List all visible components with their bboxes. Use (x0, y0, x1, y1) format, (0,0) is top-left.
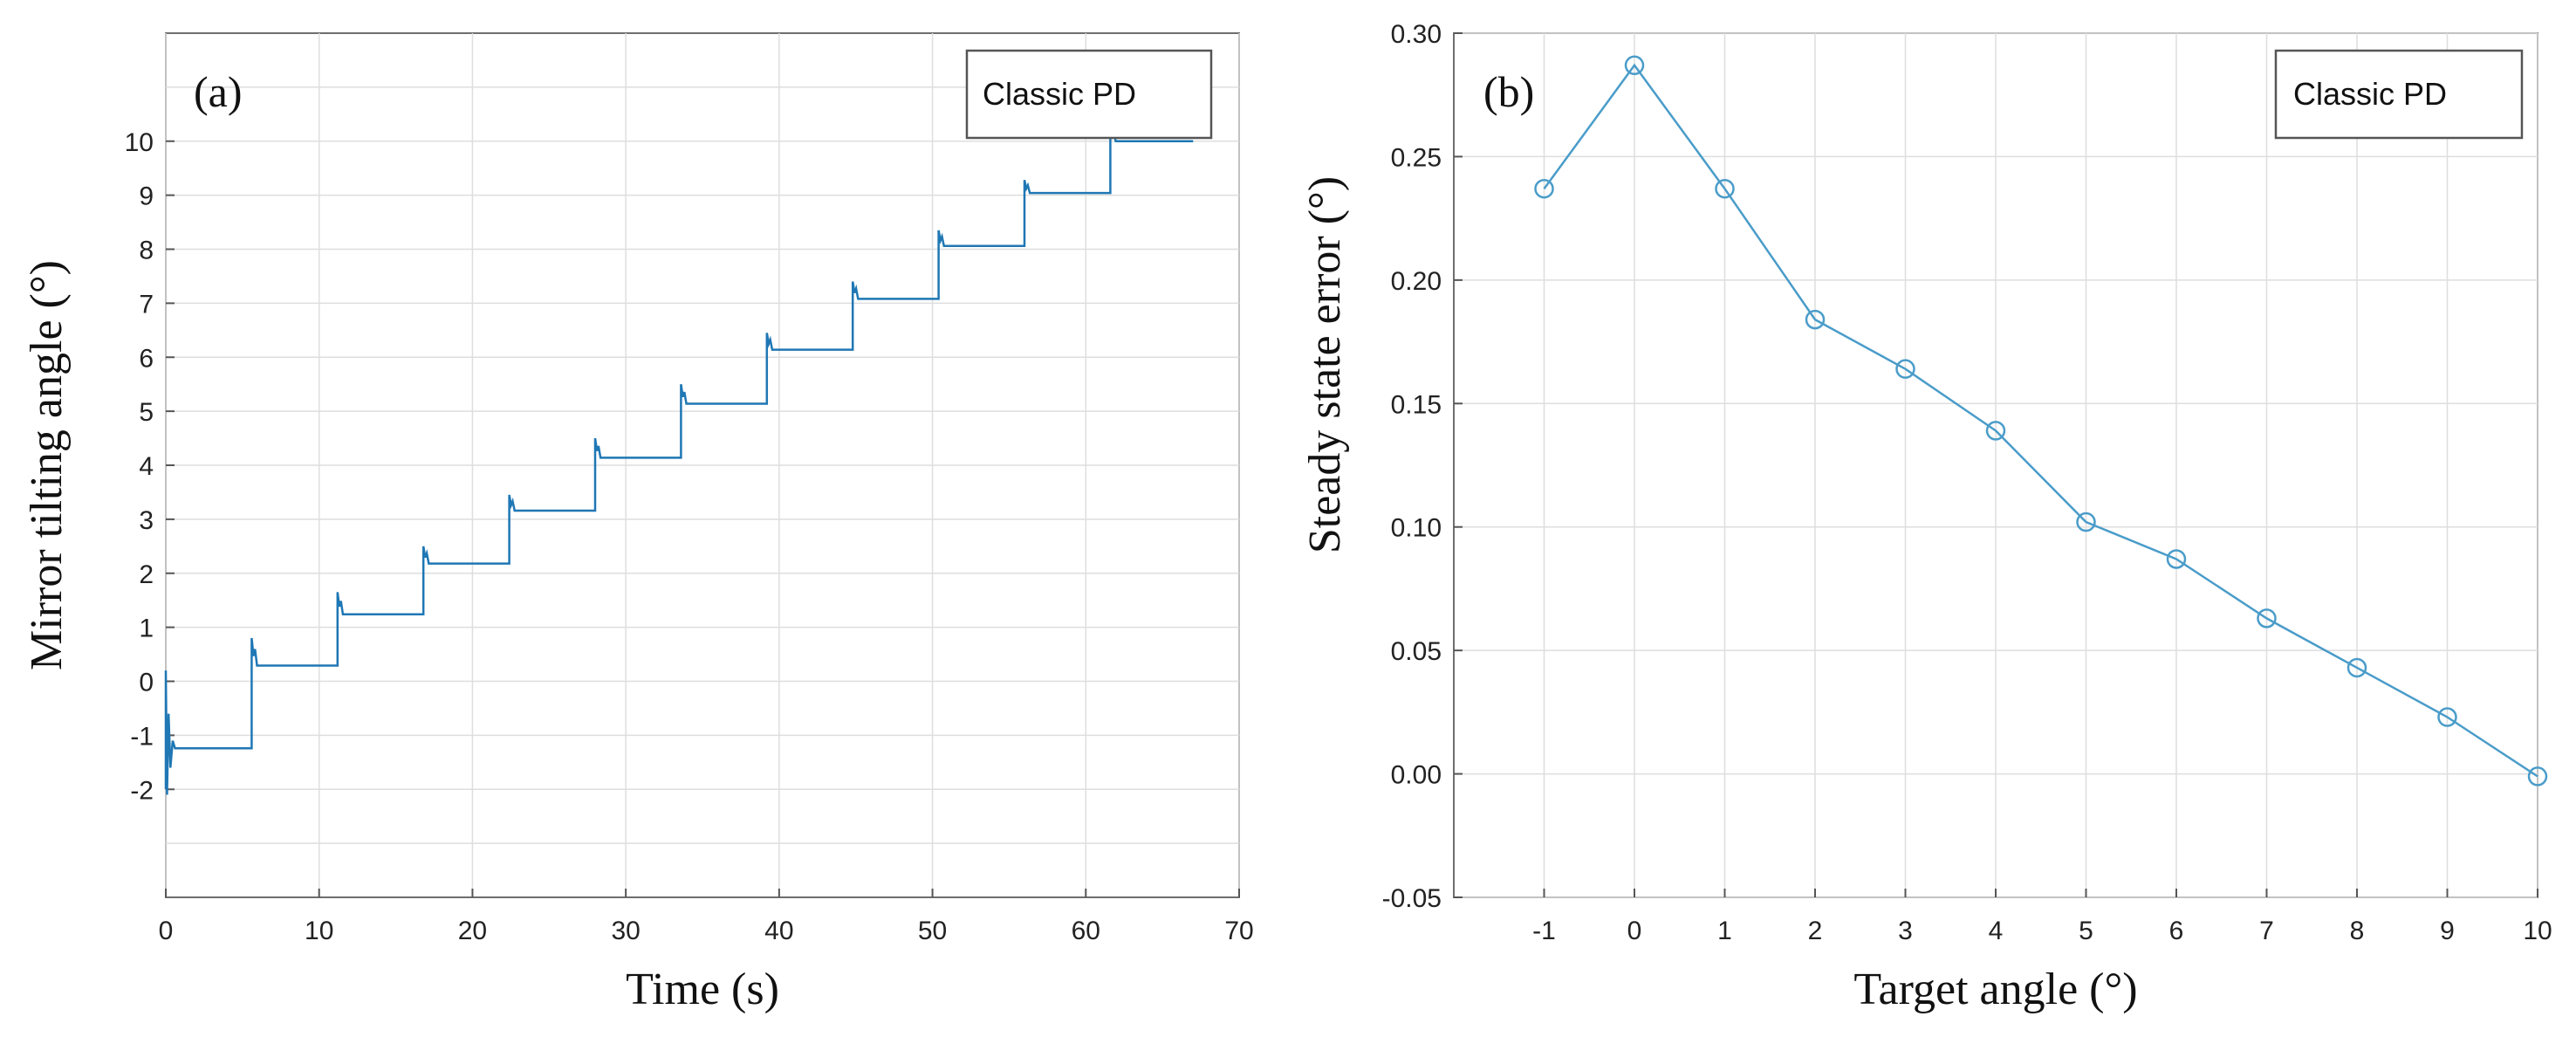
x-tick-label: 9 (2440, 917, 2455, 945)
data-point (2257, 608, 2277, 628)
data-point (2437, 707, 2457, 727)
data-point (2076, 512, 2096, 532)
data-point (1624, 55, 1645, 76)
x-tick-label: 2 (1808, 917, 1823, 945)
y-tick-label: 0.20 (1391, 267, 1442, 296)
x-tick-label: 3 (1898, 917, 1913, 945)
y-tick-label: 0.15 (1391, 390, 1442, 419)
x-tick-label: 5 (2079, 917, 2093, 945)
x-ticks-a: 0 10 20 30 40 50 60 70 (159, 889, 1254, 945)
data-point (1805, 309, 1826, 330)
legend-label-a: Classic PD (983, 76, 1136, 112)
y-tick-label: 0.25 (1391, 143, 1442, 172)
y-tick-label: 9 (139, 182, 154, 211)
series-line (164, 126, 1194, 795)
x-tick-label: 0 (1627, 917, 1642, 945)
x-tick-label: 20 (458, 917, 487, 945)
data-point (1895, 359, 1915, 379)
x-tick-label: 6 (2169, 917, 2184, 945)
y-tick-label: 8 (139, 237, 154, 265)
panel-label-b: (b) (1483, 67, 1534, 116)
x-ticks-b: -1 0 1 2 3 4 5 6 7 8 9 10 (1532, 889, 2552, 945)
y-tick-label: -0.05 (1382, 884, 1442, 913)
x-tick-label: 40 (764, 917, 793, 945)
data-point (1715, 178, 1735, 199)
y-tick-label: 0.30 (1391, 20, 1442, 49)
x-tick-label: 10 (305, 917, 333, 945)
x-tick-label: 30 (611, 917, 640, 945)
legend-box-b (2274, 49, 2524, 140)
y-tick-label: 2 (139, 560, 154, 589)
data-point (1985, 421, 2006, 441)
y-axis-label-b: Steady state error (°) (1300, 176, 1350, 553)
y-ticks-b: -0.05 0.00 0.05 0.10 0.15 0.20 0.25 0.30 (1382, 20, 1463, 913)
y-tick-label: 10 (125, 128, 154, 157)
data-point (2527, 766, 2548, 786)
y-tick-label: 1 (139, 615, 154, 643)
x-tick-label: 1 (1717, 917, 1732, 945)
series-line (1543, 63, 2538, 778)
data-point (2166, 549, 2187, 569)
chart-a: 0 10 20 30 40 50 60 70 -2 -1 0 1 2 3 4 5 6 7 8 9 10 (a) Cla… (22, 32, 1254, 1014)
x-axis-label-b: Target angle (°) (1853, 965, 2137, 1014)
legend-box-a (965, 49, 1213, 140)
x-tick-label: 0 (159, 917, 174, 945)
y-tick-label: 0 (139, 669, 154, 697)
x-tick-label: 10 (2523, 917, 2552, 945)
x-tick-label: -1 (1532, 917, 1556, 945)
x-tick-label: 4 (1989, 917, 2004, 945)
legend-label-b: Classic PD (2293, 76, 2447, 112)
data-point (2346, 657, 2367, 678)
x-tick-label: 8 (2350, 917, 2365, 945)
panel-label-a: (a) (194, 67, 243, 116)
x-tick-label: 60 (1072, 917, 1100, 945)
chart-b: -1 0 1 2 3 4 5 6 7 8 9 10 -0.05 0.00 0.05 0.10 0.15 0.20… (1300, 20, 2552, 1014)
y-tick-label: -2 (130, 776, 154, 805)
y-tick-label: 0.10 (1391, 514, 1442, 543)
y-ticks-a: -2 -1 0 1 2 3 4 5 6 7 8 9 10 (125, 128, 175, 805)
y-tick-label: 0.00 (1391, 761, 1442, 790)
y-tick-label: 3 (139, 506, 154, 535)
y-tick-label: 0.05 (1391, 637, 1442, 666)
y-tick-label: 4 (139, 452, 154, 481)
data-point (1534, 178, 1554, 199)
y-axis-label-a: Mirror tilting angle (°) (22, 260, 72, 670)
x-tick-label: 7 (2259, 917, 2274, 945)
series-a (164, 126, 1194, 795)
gridlines-a (165, 33, 1240, 897)
x-axis-label-a: Time (s) (626, 965, 779, 1014)
x-tick-label: 70 (1224, 917, 1253, 945)
x-tick-label: 50 (918, 917, 947, 945)
y-tick-label: 6 (139, 344, 154, 373)
y-tick-label: 7 (139, 290, 154, 319)
y-tick-label: 5 (139, 398, 154, 427)
series-b (1534, 55, 2548, 786)
y-tick-label: -1 (130, 722, 154, 751)
